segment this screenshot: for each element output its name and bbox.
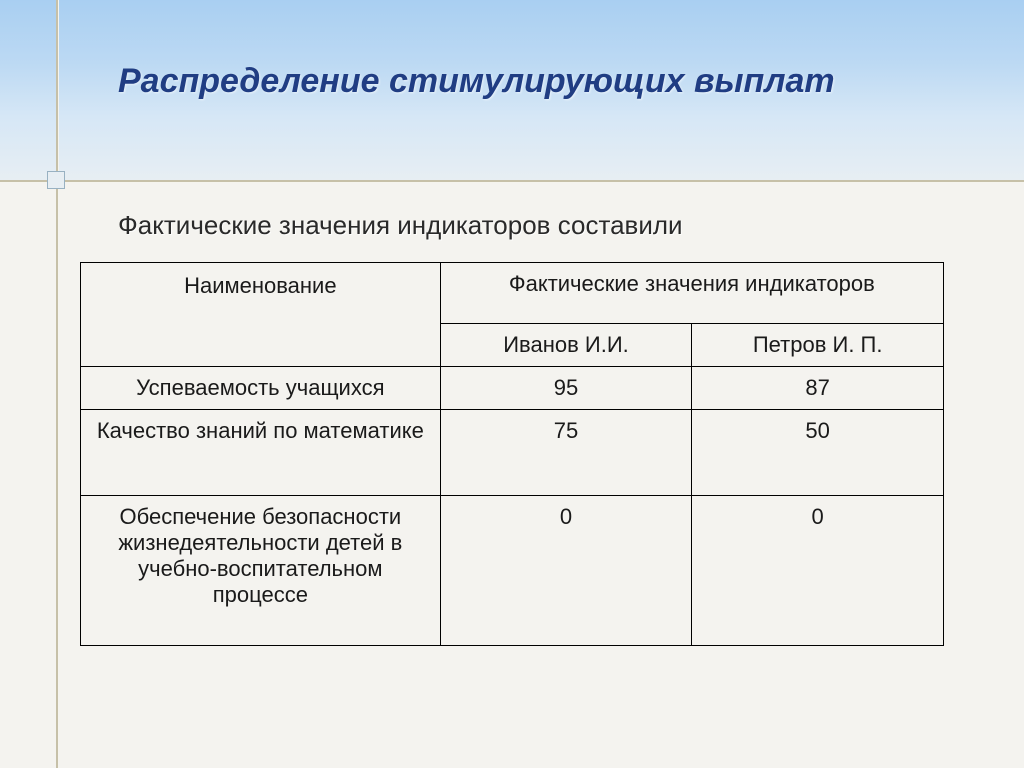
decor-cross-cap	[47, 171, 65, 189]
table-row: Успеваемость учащихся 95 87	[81, 367, 944, 410]
decor-horizontal-line	[0, 180, 1024, 182]
row-value: 0	[692, 496, 944, 646]
slide: Распределение стимулирующих выплат Факти…	[0, 0, 1024, 768]
row-name: Качество знаний по математике	[81, 410, 441, 496]
slide-subtitle: Фактические значения индикаторов состави…	[118, 210, 683, 241]
slide-title: Распределение стимулирующих выплат	[118, 62, 984, 101]
row-value: 95	[440, 367, 692, 410]
row-value: 75	[440, 410, 692, 496]
table-row: Качество знаний по математике 75 50	[81, 410, 944, 496]
decor-vertical-line	[56, 0, 58, 768]
row-name: Обеспечение безопасности жизнедеятельнос…	[81, 496, 441, 646]
row-value: 0	[440, 496, 692, 646]
row-value: 87	[692, 367, 944, 410]
indicators-table: Наименование Фактические значения индика…	[80, 262, 944, 646]
col-header-values: Фактические значения индикаторов	[440, 263, 943, 324]
subheader-person-1: Иванов И.И.	[440, 324, 692, 367]
row-value: 50	[692, 410, 944, 496]
col-header-name: Наименование	[81, 263, 441, 367]
subheader-person-2: Петров И. П.	[692, 324, 944, 367]
table-row: Обеспечение безопасности жизнедеятельнос…	[81, 496, 944, 646]
row-name: Успеваемость учащихся	[81, 367, 441, 410]
